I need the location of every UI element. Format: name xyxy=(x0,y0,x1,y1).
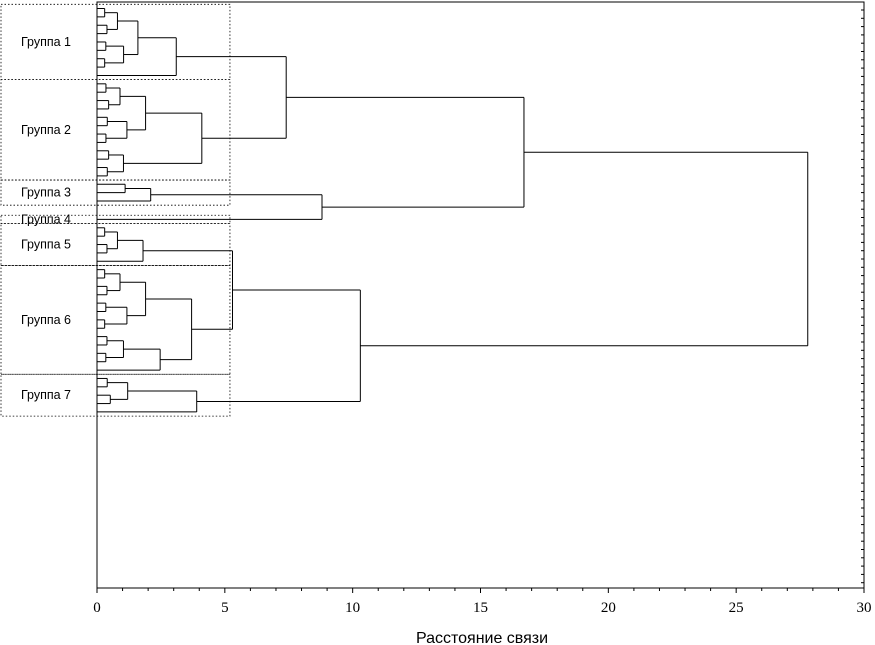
group-label: Группа 4 xyxy=(21,212,71,226)
group-label: Группа 6 xyxy=(21,313,71,327)
group-box xyxy=(0,3,231,81)
group-box xyxy=(0,214,231,225)
plot-border xyxy=(96,1,865,589)
x-tick-label: 10 xyxy=(345,600,360,616)
dendrogram-tree xyxy=(97,8,809,413)
x-tick-label: 20 xyxy=(601,600,616,616)
group-label: Группа 2 xyxy=(21,123,71,137)
group-box xyxy=(0,179,231,206)
group-label: Группа 3 xyxy=(21,186,71,200)
x-tick-label: 15 xyxy=(473,600,488,616)
group-label: Группа 1 xyxy=(21,35,71,49)
group-box xyxy=(0,265,231,375)
group-box xyxy=(0,373,231,417)
x-tick-label: 0 xyxy=(93,600,101,616)
x-axis-title: Расстояние связи xyxy=(416,630,548,645)
group-label: Группа 7 xyxy=(21,388,71,402)
group-boxes: Группа 1 Группа 2 Группа 3 Группа 4 Группа 5… xyxy=(0,3,231,417)
x-tick-label: 25 xyxy=(729,600,744,616)
x-tick-label: 5 xyxy=(221,600,229,616)
x-axis: 0 5 10 15 20 25 30 xyxy=(93,588,872,616)
group-box xyxy=(0,223,231,266)
x-tick-label: 30 xyxy=(857,600,872,616)
plot-frame xyxy=(96,1,865,589)
group-label: Группа 5 xyxy=(21,238,71,252)
